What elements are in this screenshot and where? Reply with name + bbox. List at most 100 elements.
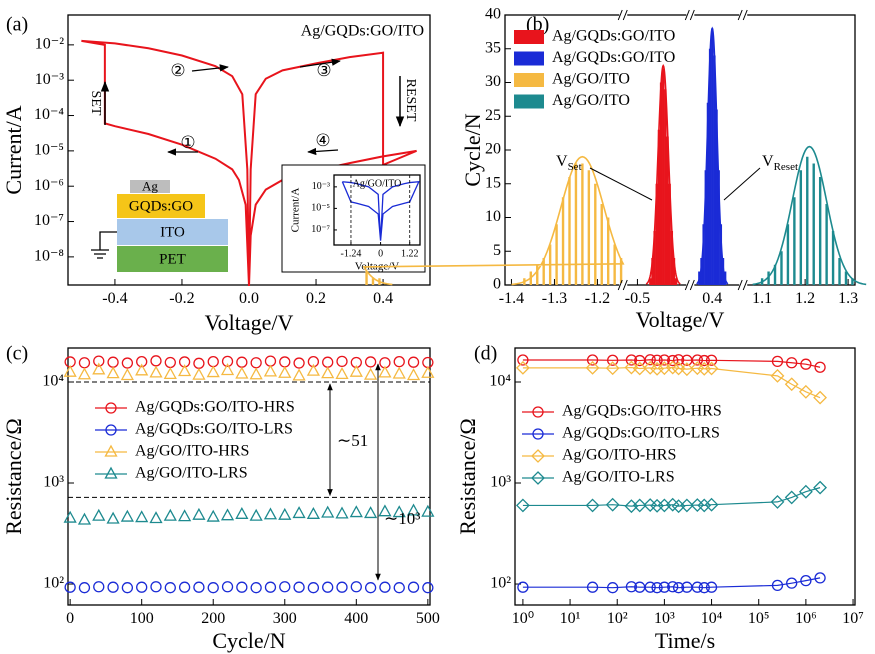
marker [104, 444, 118, 457]
x-axis-label: Voltage/V [205, 310, 294, 335]
marker [624, 360, 639, 375]
marker [92, 508, 106, 521]
y-tick-label: 30 [485, 73, 501, 90]
marker [605, 497, 620, 512]
bar [664, 89, 667, 285]
marker [704, 361, 719, 376]
marker [92, 362, 106, 375]
bar [831, 231, 835, 285]
x-tick-label: 10² [607, 610, 628, 627]
marker [813, 390, 828, 405]
y-tick-label: 10⁻⁵ [34, 142, 64, 159]
marker [349, 505, 363, 518]
marker [250, 582, 262, 594]
marker [235, 366, 249, 379]
marker [278, 365, 292, 378]
bar [668, 183, 671, 285]
v-set-label: VSet [556, 153, 582, 173]
marker [64, 581, 76, 593]
bar [844, 271, 848, 285]
bar [786, 224, 790, 285]
bar [704, 170, 707, 285]
legend-swatch [514, 73, 544, 87]
marker [770, 368, 785, 383]
marker [121, 582, 134, 594]
y-tick-label: 10² [43, 575, 64, 592]
fit-curve [362, 155, 625, 286]
marker [321, 505, 335, 518]
marker [63, 364, 77, 377]
bar [594, 183, 597, 285]
layer-label: Ag [142, 178, 158, 193]
marker [121, 357, 134, 369]
marker [605, 361, 620, 376]
step-label: ④ [315, 131, 330, 150]
y-tick-label: 15 [485, 174, 501, 191]
y-tick-label: 10 [485, 208, 501, 225]
inset-title: Ag/GO/ITO [353, 178, 402, 189]
bar [655, 183, 658, 285]
bar [711, 28, 714, 285]
axis-break-gap [619, 13, 628, 17]
marker [407, 356, 420, 368]
marker [531, 449, 545, 463]
marker [335, 367, 349, 380]
marker [800, 358, 812, 370]
axis-break [742, 9, 748, 21]
v-set-pointer [589, 167, 653, 201]
y-tick-label: 10⁻³ [312, 181, 330, 192]
marker [585, 498, 600, 513]
marker [658, 354, 671, 366]
series-line [522, 487, 821, 507]
marker [532, 406, 544, 418]
reset-label: RESET [403, 79, 418, 122]
marker [691, 354, 704, 366]
marker [135, 510, 149, 523]
x-tick-label: -1.3 [542, 290, 567, 307]
marker [136, 581, 148, 593]
v-reset-label-sub: Reset [774, 161, 798, 173]
marker [178, 364, 192, 377]
layer-label: GQDs:GO [129, 198, 193, 214]
data-line [341, 180, 420, 241]
bar [581, 163, 584, 285]
marker [705, 581, 718, 593]
marker [364, 506, 378, 519]
marker [192, 367, 206, 380]
legend-label: Ag/GQDs:GO/ITO-HRS [562, 403, 722, 420]
marker [264, 581, 277, 593]
bar [780, 251, 783, 285]
bar [536, 264, 539, 285]
marker [178, 356, 191, 368]
axis-break-gap [686, 283, 695, 287]
marker [517, 354, 529, 366]
marker [78, 582, 91, 594]
marker [150, 581, 162, 593]
marker [307, 355, 320, 368]
x-tick-label: 1.2 [795, 290, 815, 307]
marker [607, 354, 619, 366]
bar [674, 278, 678, 285]
bar [600, 204, 603, 285]
ground-wire [91, 231, 117, 259]
x-axis-label: Cycle/N [212, 628, 285, 653]
axis-break [737, 9, 743, 21]
layer-label: ITO [160, 224, 185, 240]
x-tick-label: 100 [130, 610, 154, 627]
marker [532, 428, 544, 440]
y-tick-label: 10⁴ [489, 373, 511, 390]
marker [814, 361, 826, 373]
marker [63, 510, 77, 523]
bar [657, 129, 661, 285]
marker [697, 498, 712, 513]
bar [670, 231, 674, 285]
set-label: SET [88, 91, 103, 116]
marker [220, 508, 235, 521]
bar [371, 278, 375, 285]
legend-label: Ag/GO/ITO [552, 71, 630, 88]
legend-label: Ag/GO/ITO [552, 92, 630, 109]
marker [786, 577, 798, 589]
marker [784, 490, 799, 505]
axis-break [689, 279, 695, 291]
